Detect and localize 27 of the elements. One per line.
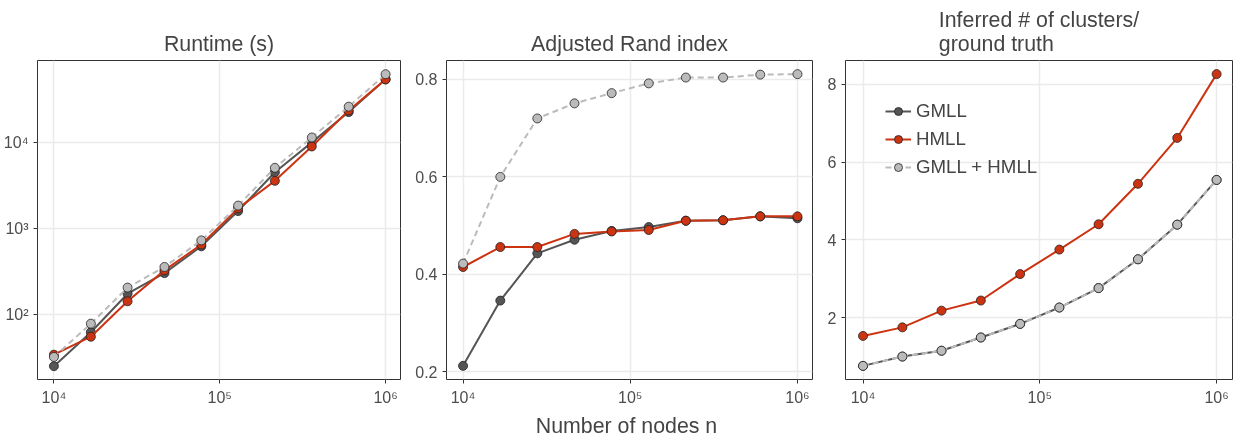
chart-title: Adjusted Rand index [531,31,729,56]
x-tick-label: 10⁵ [618,388,643,406]
chart-title: Inferred # of clusters/ ground truth [938,7,1140,56]
y-tick-label: 0.4 [415,266,438,284]
x-tick-label: 10⁶ [785,388,810,406]
chart-title: Runtime (s) [163,31,275,56]
x-tick-label: 10⁴ [41,388,67,406]
legend-label: HMLL [916,128,966,150]
y-tick-label: 10⁴ [3,133,29,151]
y-tick-label: 4 [827,231,837,249]
legend-label: GMLL [916,100,967,122]
x-tick-label: 10⁵ [207,388,232,406]
x-axis-title: Number of nodes n [535,413,718,438]
x-tick-label: 10⁵ [1027,388,1053,406]
y-tick-label: 2 [827,309,837,327]
legend-label: GMLL + HMLL [916,156,1038,178]
x-tick-label: 10⁴ [450,388,476,406]
y-tick-label: 0.2 [415,363,438,381]
y-tick-label: 10² [5,305,30,323]
y-tick-label: 0.6 [415,168,438,186]
x-tick-label: 10⁴ [850,388,876,406]
x-tick-label: 10⁶ [373,388,398,406]
y-tick-label: 0.8 [415,71,438,89]
x-tick-label: 10⁶ [1204,388,1229,406]
y-tick-label: 8 [827,76,837,94]
y-tick-label: 10³ [5,219,30,237]
y-tick-label: 6 [827,154,837,172]
